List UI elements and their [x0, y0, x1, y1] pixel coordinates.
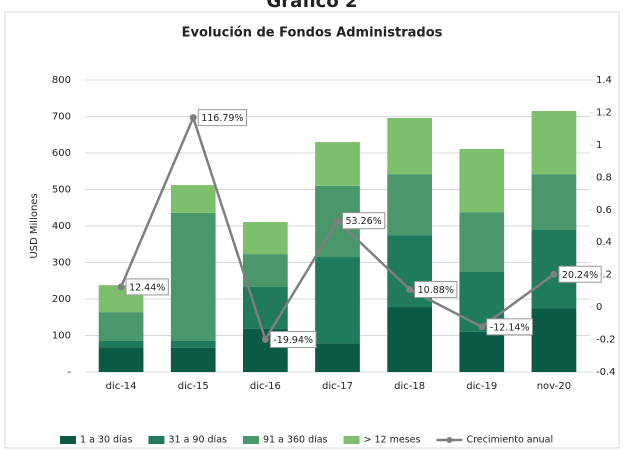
line-point	[406, 285, 414, 293]
legend-label: Crecimiento anual	[466, 435, 553, 446]
data-label: 53.26%	[346, 216, 382, 227]
bar	[387, 174, 433, 236]
bar	[459, 212, 505, 272]
y-tick-label: -	[67, 367, 71, 378]
y2-tick-label: 0	[596, 302, 602, 313]
bar	[531, 308, 577, 372]
data-label: 12.44%	[129, 282, 165, 293]
legend-swatch	[446, 437, 453, 443]
x-tick-label: dic-19	[466, 381, 497, 392]
y-tick-label: 700	[52, 112, 71, 123]
x-tick-label: dic-15	[178, 381, 209, 392]
legend-swatch	[242, 436, 259, 444]
line-point	[334, 217, 341, 225]
data-label-box	[197, 109, 247, 127]
bar	[170, 340, 216, 348]
bar	[242, 221, 288, 255]
bar	[98, 340, 144, 348]
bar	[459, 148, 505, 213]
x-tick-label: dic-14	[106, 381, 137, 392]
y2-tick-label: -0.4	[596, 367, 616, 378]
y2-tick-label: 1.4	[596, 75, 612, 86]
line-point	[189, 114, 197, 122]
data-label: -12.14%	[490, 322, 530, 333]
data-label: -19.94%	[273, 335, 313, 346]
data-label-box	[342, 212, 386, 230]
bar	[170, 185, 216, 213]
x-tick-label: nov-20	[537, 381, 571, 392]
y-tick-label: 300	[52, 258, 71, 269]
heading: Gráfico 2	[267, 0, 358, 12]
legend-label: > 12 meses	[364, 435, 421, 446]
y2-tick-label: 0.4	[596, 237, 612, 248]
x-tick-label: dic-17	[322, 381, 353, 392]
chart-title: Evolución de Fondos Administrados	[182, 26, 443, 41]
bar	[242, 254, 288, 287]
chart-frame	[4, 11, 620, 449]
y2-tick-label: 0.6	[596, 205, 612, 216]
y-tick-label: 800	[52, 75, 71, 86]
bar	[170, 212, 216, 341]
y2-tick-label: 0.2	[596, 270, 612, 281]
y-axis-label: USD Millones	[29, 193, 40, 258]
bar	[459, 331, 505, 372]
legend-swatch	[148, 436, 165, 444]
bar	[98, 312, 144, 341]
bar	[98, 347, 144, 372]
bar	[531, 174, 577, 231]
bar	[315, 142, 360, 186]
data-label-box	[269, 330, 317, 348]
line-point	[117, 283, 125, 291]
bar	[170, 347, 216, 372]
line-point	[478, 323, 486, 331]
data-label: 116.79%	[201, 113, 243, 124]
legend-label: 91 a 360 días	[263, 435, 328, 446]
y2-tick-label: -0.2	[596, 335, 616, 346]
y-tick-label: 400	[52, 221, 71, 232]
y2-tick-label: 1	[596, 140, 602, 151]
legend-label: 1 a 30 días	[80, 435, 133, 446]
data-label-box	[125, 278, 169, 296]
data-label-box	[414, 280, 458, 298]
legend-swatch	[60, 436, 76, 444]
bar	[387, 307, 433, 372]
data-label-box	[486, 318, 533, 336]
data-label: 10.88%	[418, 285, 454, 296]
bar	[531, 111, 577, 175]
y-tick-label: 500	[52, 185, 71, 196]
x-tick-label: dic-18	[394, 381, 425, 392]
legend-label: 31 a 90 días	[168, 435, 227, 446]
bar	[315, 257, 360, 344]
bar	[315, 343, 360, 372]
y-tick-label: 600	[52, 148, 71, 159]
data-label: 20.24%	[562, 270, 598, 281]
line-point	[550, 270, 558, 278]
line-point	[261, 335, 269, 343]
bar	[387, 117, 433, 175]
y-tick-label: 200	[52, 294, 71, 305]
y2-tick-label: 0.8	[596, 172, 612, 183]
y-tick-label: 100	[52, 331, 71, 342]
legend-swatch	[343, 436, 360, 444]
x-tick-label: dic-16	[250, 381, 281, 392]
y2-tick-label: 1.2	[596, 107, 612, 118]
data-label-box	[558, 265, 602, 283]
